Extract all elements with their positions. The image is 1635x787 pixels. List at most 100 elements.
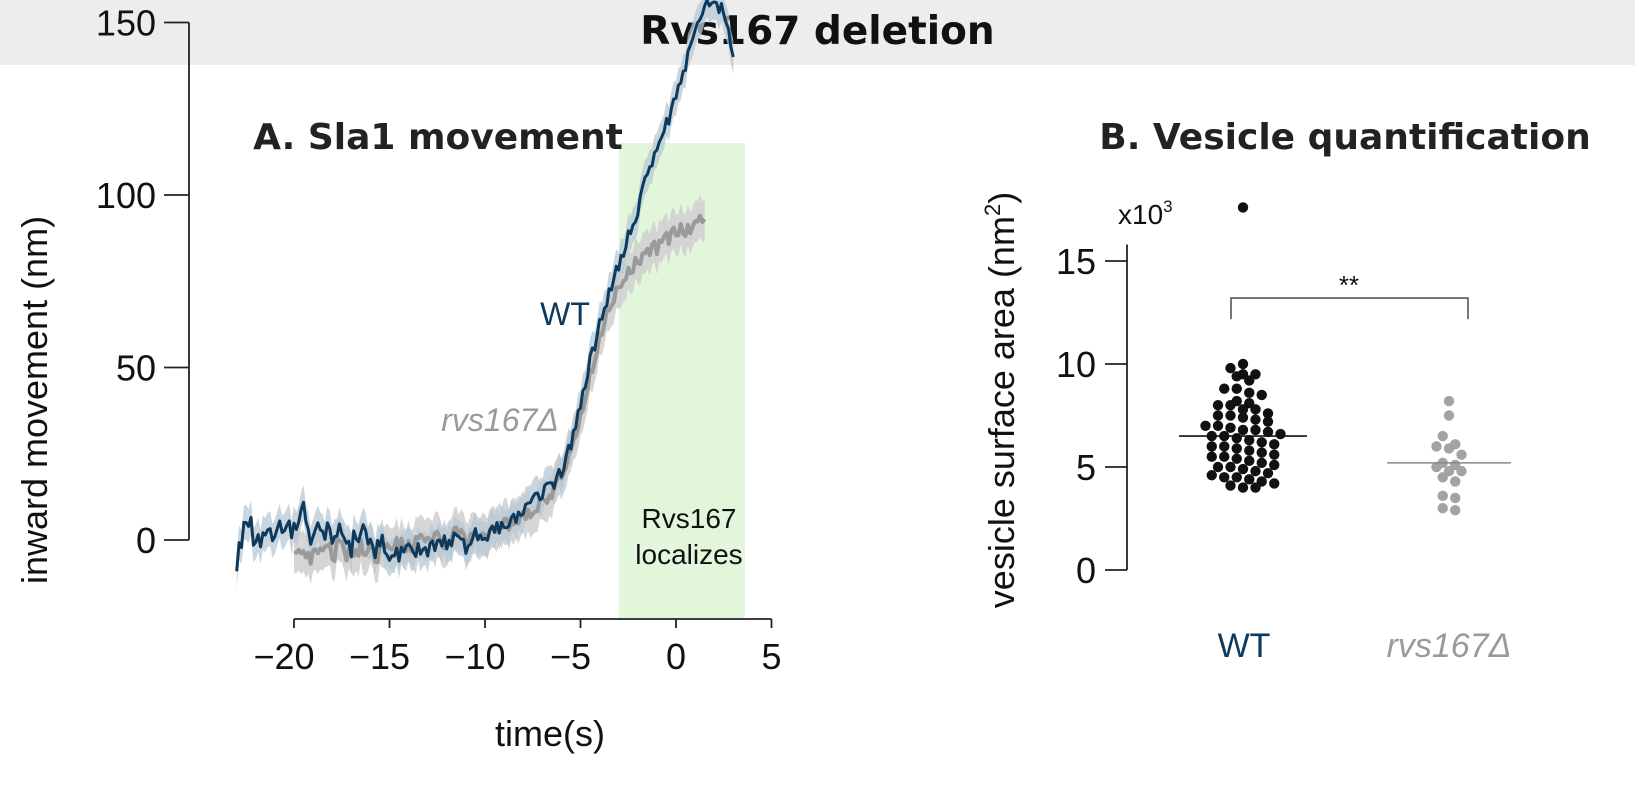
data-point [1262, 467, 1274, 479]
y-tick-label: 0 [136, 520, 156, 561]
data-point [1244, 445, 1255, 456]
data-point [1237, 463, 1249, 475]
data-point [1250, 482, 1261, 493]
data-point [1250, 404, 1261, 415]
data-point [1443, 443, 1455, 454]
data-point [1437, 472, 1448, 483]
data-point [1212, 410, 1224, 421]
x-tick-label: 5 [761, 636, 781, 677]
data-point [1450, 476, 1461, 487]
data-point [1256, 437, 1267, 448]
wt-series-label: WT [540, 296, 590, 332]
data-point [1443, 395, 1455, 407]
y-tick-label: 150 [96, 3, 156, 44]
y-ticks: 0 50 100 150 [96, 3, 189, 561]
data-point [1219, 472, 1230, 483]
region-label-line-1: Rvs167 [642, 503, 737, 534]
data-point [1250, 414, 1261, 425]
data-point [1231, 383, 1242, 394]
data-point [1262, 416, 1274, 427]
data-point [1456, 449, 1467, 460]
data-point [1262, 426, 1274, 438]
wt-series-line [235, 0, 735, 572]
y-tick-label: 100 [96, 175, 156, 216]
data-point [1237, 404, 1249, 415]
title-banner: Rvs167 deletion [0, 0, 1635, 65]
data-point [1219, 451, 1230, 462]
data-point [1431, 441, 1442, 452]
data-point [1244, 455, 1255, 467]
data-point [1431, 461, 1442, 473]
data-points [1200, 202, 1467, 516]
data-point [1212, 461, 1224, 473]
data-point [1269, 439, 1280, 450]
data-point [1225, 362, 1236, 374]
panel-a-line-chart: 0 50 100 150 −20 −15 −10 −5 0 5 A. Sla1 movement… [14, 0, 782, 754]
data-point [1219, 441, 1230, 452]
data-point [1219, 383, 1230, 394]
data-point [1456, 465, 1467, 477]
mean-lines [1179, 435, 1511, 464]
y-axis-label: inward movement (nm) [14, 216, 55, 584]
y-axis-label: vesicle surface area (nm2) [980, 192, 1022, 608]
y-tick-label: 5 [1076, 447, 1096, 488]
data-point [1256, 389, 1267, 401]
data-point [1244, 474, 1255, 485]
data-point [1231, 472, 1242, 483]
data-point [1206, 441, 1217, 452]
rvs167-series-line [293, 213, 707, 566]
data-point [1231, 443, 1242, 454]
data-point [1237, 412, 1249, 423]
rvs167-series-label: rvs167Δ [441, 402, 559, 438]
data-point [1200, 420, 1211, 431]
x-tick-label: −10 [444, 636, 505, 677]
y-multiplier: x103 [1118, 197, 1173, 230]
y-tick-label: 50 [116, 348, 156, 389]
panel-a-title: A. Sla1 movement [253, 117, 623, 158]
data-point [1244, 375, 1255, 386]
x-axis-label: time(s) [495, 713, 605, 754]
data-point [1206, 470, 1217, 481]
data-point [1225, 400, 1236, 411]
significance-bracket: ** [1230, 270, 1469, 320]
y-tick-label: 0 [1076, 550, 1096, 591]
x-tick-label: −15 [349, 636, 410, 677]
data-point [1244, 435, 1255, 446]
significance-stars: ** [1339, 270, 1359, 300]
data-point [1269, 459, 1280, 471]
data-point [1225, 480, 1236, 491]
category-label-rvs167: rvs167Δ [1387, 627, 1512, 665]
data-point [1212, 420, 1224, 431]
data-point [1206, 451, 1217, 462]
data-point [1443, 410, 1455, 421]
data-point [1225, 410, 1236, 421]
y-tick-label: 15 [1056, 241, 1096, 282]
data-point [1262, 408, 1274, 419]
data-point [1237, 482, 1249, 493]
y-tick-label: 10 [1056, 344, 1096, 385]
x-tick-label: 0 [666, 636, 686, 677]
data-point [1250, 465, 1261, 477]
data-point [1269, 478, 1280, 489]
category-label-wt: WT [1218, 627, 1271, 665]
series-lines [235, 0, 735, 572]
data-point [1237, 358, 1249, 370]
x-ticks: −20 −15 −10 −5 0 5 [253, 619, 782, 677]
data-point [1212, 400, 1224, 411]
data-point [1237, 202, 1249, 213]
data-point [1237, 424, 1249, 436]
data-point [1256, 457, 1267, 469]
data-point [1250, 424, 1261, 436]
data-point [1225, 461, 1236, 473]
data-point [1256, 447, 1267, 458]
data-point [1437, 490, 1448, 502]
data-point [1231, 432, 1242, 444]
data-point [1275, 428, 1286, 440]
data-point [1437, 430, 1448, 442]
data-point [1244, 387, 1255, 399]
data-point [1225, 422, 1236, 434]
region-label-line-2: localizes [635, 539, 742, 570]
data-point [1437, 503, 1448, 514]
panel-b-dot-plot: 0 5 10 15 ** B. Vesicle quantification x103… [980, 117, 1591, 665]
